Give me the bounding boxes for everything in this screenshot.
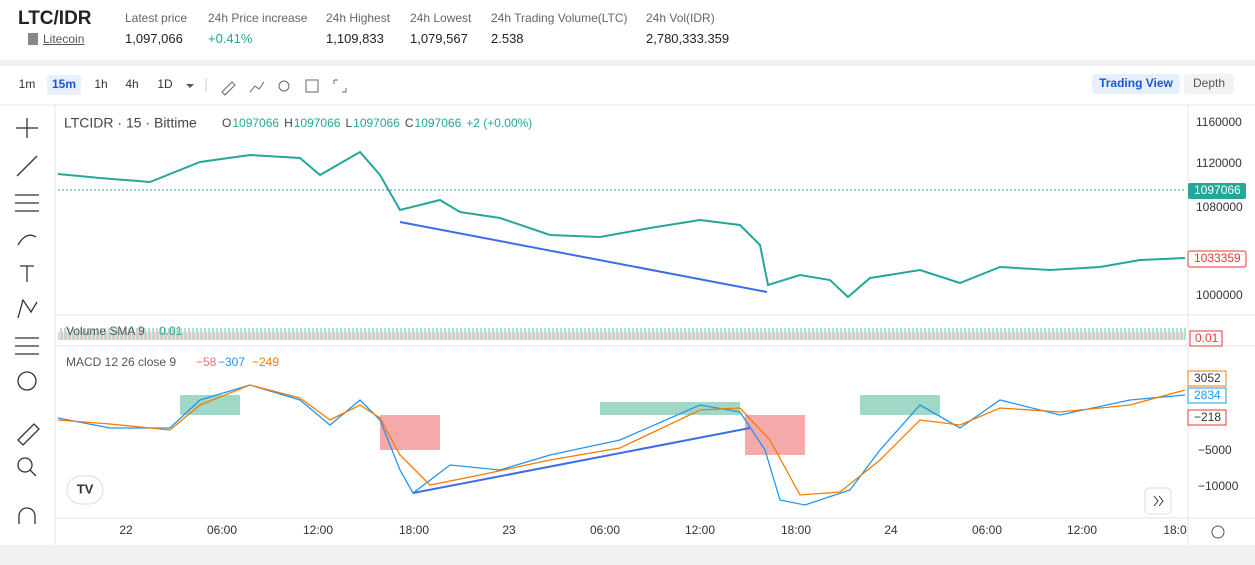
x-axis-label: 06:00 [972,523,1002,537]
macd-tag-label: 3052 [1194,371,1221,385]
chart-panel [0,66,1255,545]
dropdown[interactable] [186,84,194,88]
view-tab[interactable]: Depth [1193,76,1225,90]
macd-tag [1187,409,1227,426]
pair: LTC/IDR [18,8,92,29]
toolbar [47,74,1234,96]
volume-value: 0.01 [159,324,183,338]
stat-value: 1,079,567 [410,31,468,46]
macd-value: −249 [252,355,279,369]
stat-value: 2,780,333.359 [646,31,730,46]
stat-value: +0.41% [208,31,253,46]
price-tag [1187,250,1247,268]
stat-label: 24h Trading Volume(LTC) [491,11,628,25]
stat-label: 24h Price increase [208,11,308,25]
ohlc-label: C [405,116,414,130]
price-line [57,150,1186,299]
stat-value: 1,109,833 [326,31,384,46]
price-tag [1188,183,1246,199]
macd-histogram [180,395,940,455]
macd-tag-label: 2834 [1194,388,1221,402]
x-axis-label: 18:0 [1163,523,1187,537]
coin-icon [28,33,38,45]
stat-label: 24h Highest [326,11,391,25]
chevrons [1153,495,1164,507]
trend-line [412,427,751,494]
macd-axis-label: −10000 [1198,479,1239,493]
logo-badge [66,475,104,505]
interval[interactable]: 1m [19,77,36,91]
x-axis-label: 23 [502,523,516,537]
interval[interactable]: 1h [94,77,107,91]
ohlc-label: L [345,116,352,130]
volume-tag [1189,330,1223,347]
x-axis-label: 06:00 [590,523,620,537]
price-tag-label: 1033359 [1194,251,1241,265]
interval[interactable]: 4h [125,77,138,91]
volume-tag-label: 0.01 [1195,331,1219,345]
macd-label: MACD 12 26 close 9 [66,355,176,369]
price-axis-label: 1120000 [1196,156,1242,170]
legend: LTCIDR · 15 · Bittime [64,115,197,131]
price-axis-label: 1080000 [1196,200,1243,214]
x-axis-label: 22 [119,523,133,537]
drawing-tools[interactable] [15,118,40,524]
x-axis-label: 06:00 [207,523,237,537]
macd-value: −58 [196,355,217,369]
header: LTC/IDR Litecoin Latest price 1,097,066 24… [0,0,1255,60]
interval[interactable]: 1D [157,77,173,91]
view-tab[interactable]: Trading View [1099,76,1173,90]
price-axis-label: 1160000 [1196,115,1242,129]
signal-line [57,384,1186,496]
trend-line [399,221,768,293]
logo: TV [77,481,94,496]
ohlc-value: 1097066 [353,116,400,130]
interval[interactable]: 15m [52,77,76,91]
ohlc-value: 1097066 [294,116,341,130]
price-tag-label: 1097066 [1194,183,1241,197]
coin-link[interactable]: Litecoin [43,32,85,46]
x-axis-label: 18:00 [399,523,429,537]
stat-label: 24h Lowest [410,11,472,25]
ohlc-value: 1097066 [232,116,279,130]
view-tab [1184,74,1234,94]
macd-tag-label: −218 [1194,410,1221,424]
stat-value: 2.538 [491,31,524,46]
change: +2 (+0.00%) [466,116,532,130]
x-axis-label: 18:00 [781,523,811,537]
volume-bars [58,325,1186,345]
ohlc-label: H [284,116,293,130]
macd-tag [1187,387,1227,404]
stat-label: Latest price [125,11,188,25]
tool-icons[interactable] [221,79,347,96]
x-axis-label: 12:00 [1067,523,1097,537]
volume-label: Volume SMA 9 [66,324,145,338]
settings-icon[interactable] [1211,525,1225,539]
macd-value: −307 [218,355,245,369]
macd-line [57,384,1186,506]
macd-axis-label: −5000 [1198,443,1232,457]
x-axis-label: 12:00 [685,523,715,537]
ohlc-value: 1097066 [415,116,462,130]
x-axis-label: 24 [884,523,898,537]
ohlc-label: O [222,116,231,130]
macd-tag [1187,370,1227,387]
interval-active [47,75,81,95]
price-axis-label: 1000000 [1196,288,1243,302]
view-active [1092,74,1180,94]
x-axis-label: 12:00 [303,523,333,537]
stat-label: 24h Vol(IDR) [646,11,715,25]
stat-value: 1,097,066 [125,31,183,46]
